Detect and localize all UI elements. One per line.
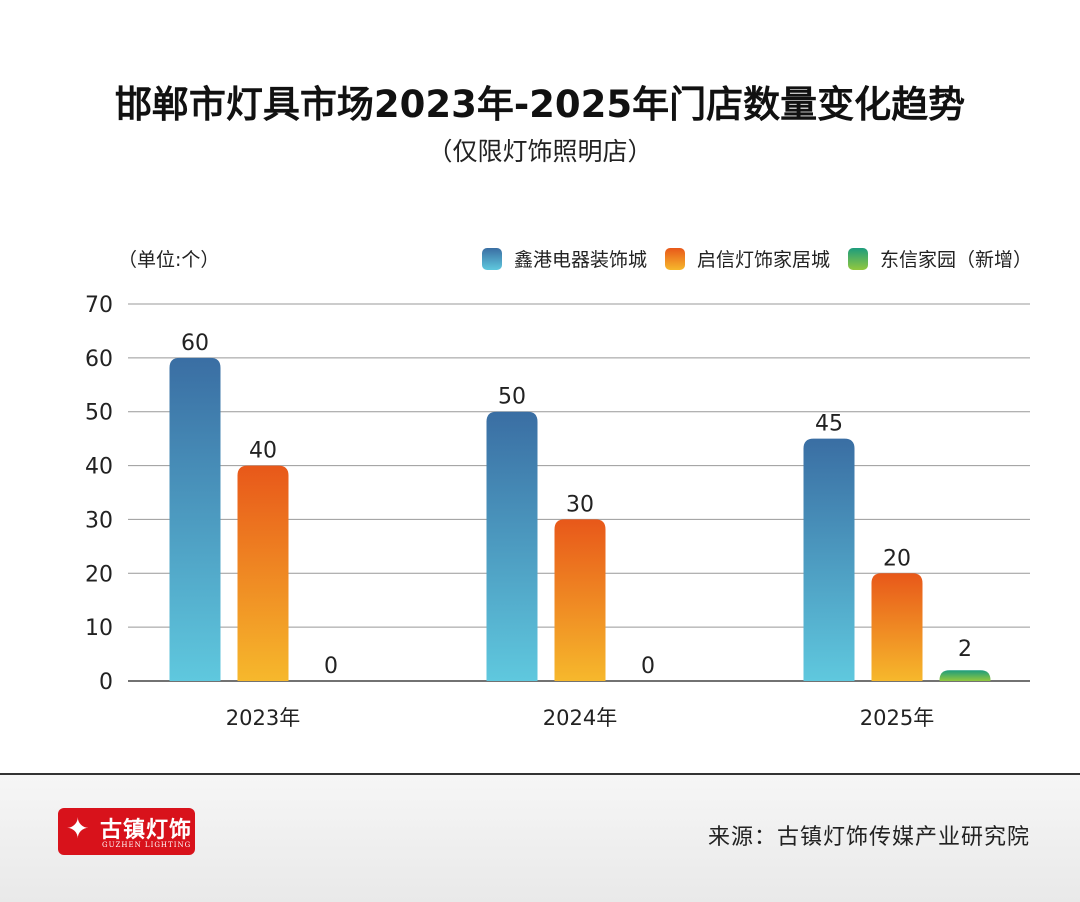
legend: 鑫港电器装饰城 启信灯饰家居城 东信家园（新增）	[481, 245, 1032, 272]
bar	[486, 411, 538, 681]
bar	[871, 573, 923, 681]
y-tick-label: 40	[85, 455, 113, 480]
legend-label: 东信家园（新增）	[879, 249, 1032, 271]
data-label: 0	[641, 654, 655, 679]
legend-item: 启信灯饰家居城	[664, 245, 830, 272]
chart-title: 邯郸市灯具市场2023年-2025年门店数量变化趋势	[114, 83, 966, 126]
logo-subtext: GUZHEN LIGHTING	[102, 841, 192, 849]
data-label: 20	[883, 546, 911, 571]
y-tick-label: 0	[99, 670, 113, 695]
bar	[237, 465, 289, 681]
logo-star-icon: ✦	[66, 812, 90, 845]
legend-item: 东信家园（新增）	[847, 245, 1032, 272]
data-label: 30	[566, 492, 594, 517]
unit-label: （单位:个）	[118, 249, 220, 271]
legend-swatch	[481, 247, 502, 270]
legend-swatch	[847, 247, 868, 270]
bar	[803, 438, 855, 681]
x-tick-label: 2023年	[226, 706, 300, 730]
legend-label: 鑫港电器装饰城	[513, 249, 647, 271]
data-label: 0	[324, 654, 338, 679]
legend-swatch	[664, 247, 685, 270]
chart-subtitle: （仅限灯饰照明店）	[427, 137, 653, 166]
y-tick-label: 50	[85, 401, 113, 426]
data-label: 40	[249, 439, 277, 464]
bar	[939, 670, 991, 681]
logo-text: 古镇灯饰	[100, 818, 193, 843]
bar	[169, 357, 221, 681]
y-tick-label: 10	[85, 616, 113, 641]
bar-chart: 0 10 20 30 40 50 60 70 2023年 60 40 0 2024年 50 30 0 2025年…	[85, 293, 1030, 730]
data-label: 2	[958, 637, 972, 662]
legend-label: 启信灯饰家居城	[696, 249, 830, 271]
data-label: 45	[815, 412, 843, 437]
y-tick-label: 30	[85, 508, 113, 533]
legend-item: 鑫港电器装饰城	[481, 245, 647, 272]
data-label: 50	[498, 385, 526, 410]
x-tick-label: 2025年	[860, 706, 934, 730]
footer: ✦ 古镇灯饰 GUZHEN LIGHTING 来源：古镇灯饰传媒产业研究院	[0, 773, 1080, 902]
logo: ✦ 古镇灯饰 GUZHEN LIGHTING	[58, 808, 195, 855]
source-text: 来源：古镇灯饰传媒产业研究院	[707, 825, 1030, 850]
y-tick-label: 20	[85, 562, 113, 587]
y-tick-label: 60	[85, 347, 113, 372]
bar	[554, 519, 606, 681]
y-tick-label: 70	[85, 293, 113, 318]
x-tick-label: 2024年	[543, 706, 617, 730]
data-label: 60	[181, 331, 209, 356]
